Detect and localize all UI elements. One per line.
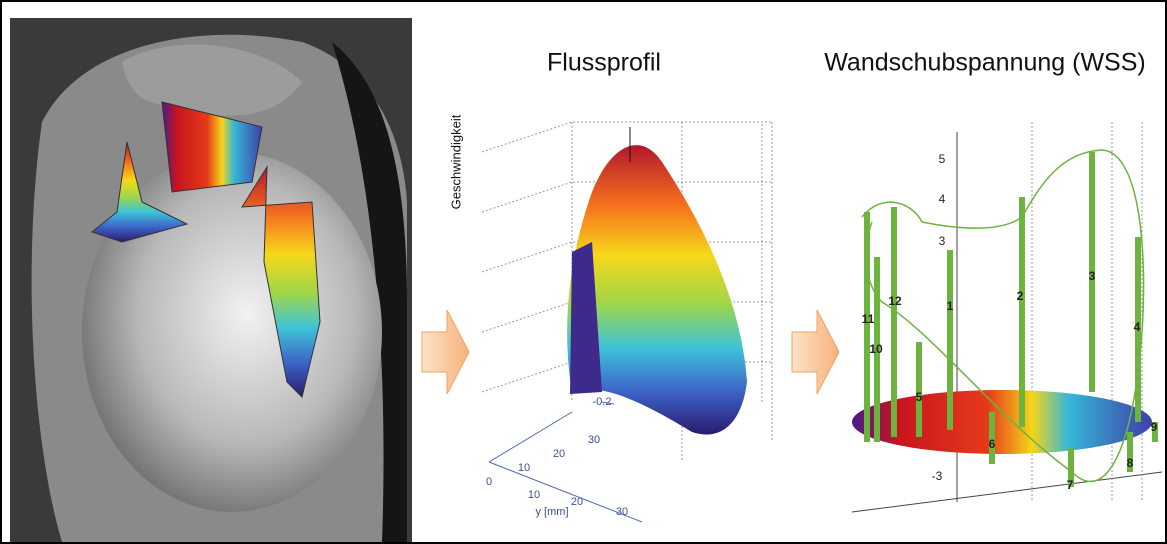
figure-canvas: Flussprofil Geschwindigkeit Wandschubspa…	[2, 2, 1165, 542]
tick-label: -0.2	[593, 396, 612, 408]
arrow	[792, 310, 839, 394]
tick-label: 30	[616, 506, 628, 518]
segment-label: 1	[947, 299, 954, 313]
axis-lines	[489, 402, 642, 522]
arrow	[422, 310, 469, 394]
tick-label: 20	[553, 448, 565, 460]
tick-label: -3	[932, 469, 943, 483]
tick-label: 10	[518, 462, 530, 474]
segment-label: 4	[1134, 320, 1141, 334]
axis-label: Geschwindigkeit	[448, 114, 463, 209]
segment-label: 8	[1127, 456, 1134, 470]
figure: Flussprofil Geschwindigkeit Wandschubspa…	[0, 0, 1167, 544]
tick-label: 0	[486, 476, 492, 488]
segment-label: 11	[862, 312, 875, 326]
segment-label: 7	[1067, 478, 1074, 492]
segment-label: 9	[1151, 420, 1158, 434]
segment-label: 3	[1089, 269, 1096, 283]
tick-label: 20	[571, 496, 583, 508]
segment-label: 12	[888, 294, 902, 308]
mri-image	[10, 18, 412, 542]
panel-title: Wandschubspannung (WSS)	[824, 49, 1145, 77]
tick-label: 30	[588, 434, 600, 446]
segment-label: 5	[916, 390, 923, 404]
segment-label: 2	[1017, 289, 1024, 303]
panel-title: Flussprofil	[547, 49, 661, 77]
tick-label: y [mm]	[536, 506, 569, 518]
wss-plot	[852, 122, 1162, 512]
segment-label: 6	[989, 437, 996, 451]
tick-label: 10	[528, 489, 540, 501]
tick-label: 5	[939, 152, 946, 166]
tick-label: 3	[939, 234, 946, 248]
tick-label: 4	[939, 192, 946, 206]
segment-label: 10	[869, 342, 883, 356]
